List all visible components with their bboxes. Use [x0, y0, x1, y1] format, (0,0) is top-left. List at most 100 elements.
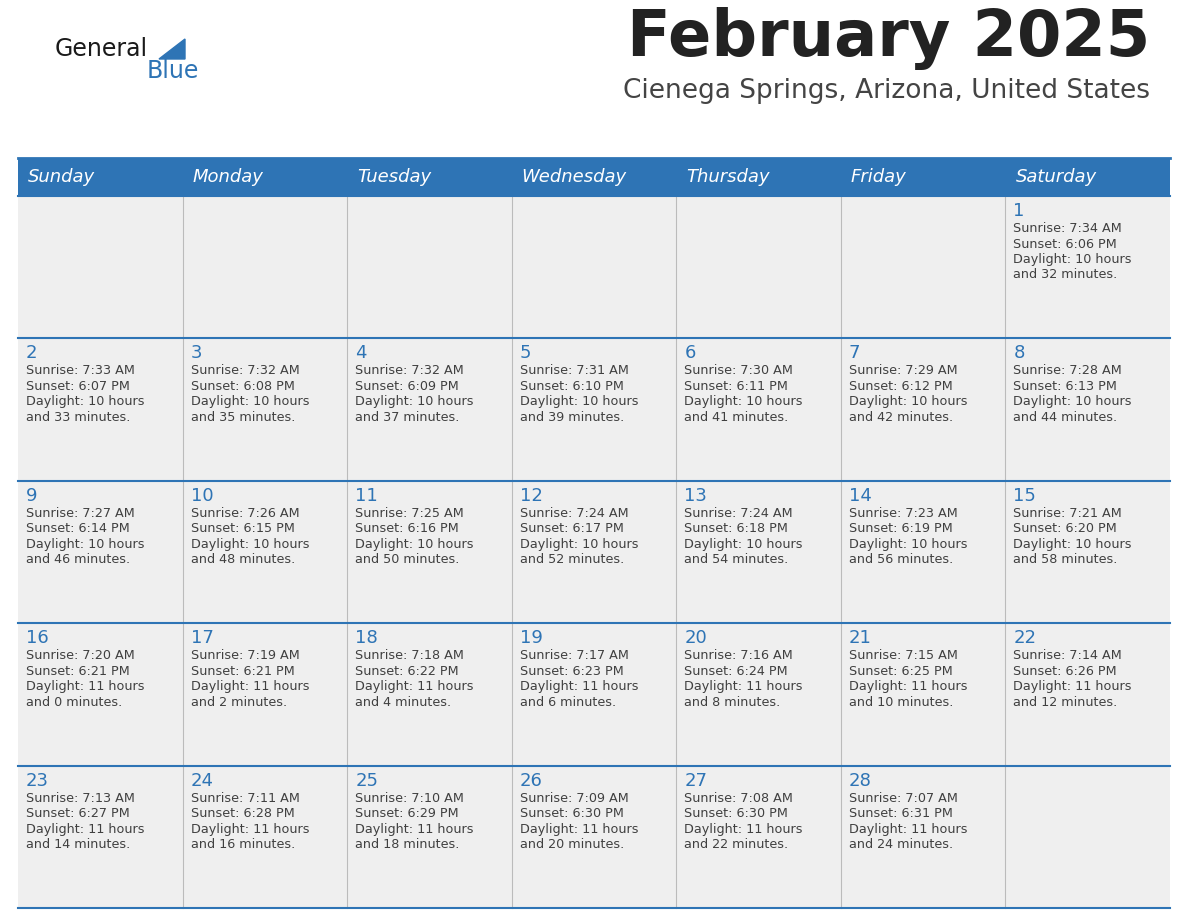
- Text: 10: 10: [190, 487, 213, 505]
- Text: 21: 21: [849, 629, 872, 647]
- Text: 13: 13: [684, 487, 707, 505]
- Text: Sunrise: 7:23 AM: Sunrise: 7:23 AM: [849, 507, 958, 520]
- Text: General: General: [55, 37, 148, 61]
- Text: 4: 4: [355, 344, 367, 363]
- Text: Daylight: 11 hours: Daylight: 11 hours: [355, 680, 474, 693]
- Text: and 12 minutes.: and 12 minutes.: [1013, 696, 1118, 709]
- Text: Sunset: 6:10 PM: Sunset: 6:10 PM: [519, 380, 624, 393]
- Text: Sunset: 6:14 PM: Sunset: 6:14 PM: [26, 522, 129, 535]
- Text: Sunrise: 7:14 AM: Sunrise: 7:14 AM: [1013, 649, 1123, 662]
- Text: Sunset: 6:08 PM: Sunset: 6:08 PM: [190, 380, 295, 393]
- Text: 1: 1: [1013, 202, 1025, 220]
- Text: Sunrise: 7:27 AM: Sunrise: 7:27 AM: [26, 507, 134, 520]
- Text: Sunrise: 7:29 AM: Sunrise: 7:29 AM: [849, 364, 958, 377]
- Text: Daylight: 10 hours: Daylight: 10 hours: [1013, 253, 1132, 266]
- Text: and 32 minutes.: and 32 minutes.: [1013, 268, 1118, 282]
- Text: 11: 11: [355, 487, 378, 505]
- Text: Daylight: 11 hours: Daylight: 11 hours: [355, 823, 474, 835]
- Text: and 10 minutes.: and 10 minutes.: [849, 696, 953, 709]
- Text: Sunrise: 7:25 AM: Sunrise: 7:25 AM: [355, 507, 463, 520]
- Text: Sunset: 6:12 PM: Sunset: 6:12 PM: [849, 380, 953, 393]
- Text: 17: 17: [190, 629, 214, 647]
- Text: Sunset: 6:31 PM: Sunset: 6:31 PM: [849, 807, 953, 820]
- Text: Friday: Friday: [851, 168, 906, 186]
- Text: Tuesday: Tuesday: [358, 168, 431, 186]
- Text: Daylight: 11 hours: Daylight: 11 hours: [849, 680, 967, 693]
- Text: and 39 minutes.: and 39 minutes.: [519, 411, 624, 424]
- Text: Sunset: 6:21 PM: Sunset: 6:21 PM: [26, 665, 129, 677]
- Text: Daylight: 11 hours: Daylight: 11 hours: [1013, 680, 1132, 693]
- Text: Sunrise: 7:24 AM: Sunrise: 7:24 AM: [519, 507, 628, 520]
- Text: Sunrise: 7:26 AM: Sunrise: 7:26 AM: [190, 507, 299, 520]
- Polygon shape: [159, 39, 185, 59]
- Text: Sunset: 6:30 PM: Sunset: 6:30 PM: [684, 807, 788, 820]
- Text: 20: 20: [684, 629, 707, 647]
- Text: Daylight: 11 hours: Daylight: 11 hours: [519, 680, 638, 693]
- Text: Sunset: 6:15 PM: Sunset: 6:15 PM: [190, 522, 295, 535]
- Text: Sunrise: 7:10 AM: Sunrise: 7:10 AM: [355, 791, 465, 804]
- Text: 28: 28: [849, 772, 872, 789]
- Text: Sunrise: 7:16 AM: Sunrise: 7:16 AM: [684, 649, 794, 662]
- Text: Daylight: 10 hours: Daylight: 10 hours: [355, 538, 474, 551]
- Text: Sunrise: 7:32 AM: Sunrise: 7:32 AM: [355, 364, 463, 377]
- Text: Daylight: 10 hours: Daylight: 10 hours: [1013, 538, 1132, 551]
- Text: Sunset: 6:13 PM: Sunset: 6:13 PM: [1013, 380, 1117, 393]
- Text: Sunrise: 7:18 AM: Sunrise: 7:18 AM: [355, 649, 465, 662]
- Text: Sunrise: 7:28 AM: Sunrise: 7:28 AM: [1013, 364, 1123, 377]
- Text: 3: 3: [190, 344, 202, 363]
- Text: Daylight: 10 hours: Daylight: 10 hours: [190, 538, 309, 551]
- Text: 14: 14: [849, 487, 872, 505]
- Text: 12: 12: [519, 487, 543, 505]
- Text: Sunset: 6:23 PM: Sunset: 6:23 PM: [519, 665, 624, 677]
- Text: Sunset: 6:22 PM: Sunset: 6:22 PM: [355, 665, 459, 677]
- Text: Daylight: 10 hours: Daylight: 10 hours: [519, 538, 638, 551]
- Text: Sunset: 6:25 PM: Sunset: 6:25 PM: [849, 665, 953, 677]
- Text: Sunset: 6:09 PM: Sunset: 6:09 PM: [355, 380, 459, 393]
- Text: Daylight: 10 hours: Daylight: 10 hours: [26, 538, 145, 551]
- Text: 2: 2: [26, 344, 38, 363]
- Text: Blue: Blue: [147, 59, 200, 83]
- Text: Sunrise: 7:30 AM: Sunrise: 7:30 AM: [684, 364, 794, 377]
- Text: Sunset: 6:28 PM: Sunset: 6:28 PM: [190, 807, 295, 820]
- Text: and 0 minutes.: and 0 minutes.: [26, 696, 122, 709]
- Text: 24: 24: [190, 772, 214, 789]
- Text: 27: 27: [684, 772, 707, 789]
- Text: Sunset: 6:19 PM: Sunset: 6:19 PM: [849, 522, 953, 535]
- Text: Daylight: 11 hours: Daylight: 11 hours: [190, 680, 309, 693]
- Text: Sunrise: 7:34 AM: Sunrise: 7:34 AM: [1013, 222, 1123, 235]
- Text: Sunrise: 7:32 AM: Sunrise: 7:32 AM: [190, 364, 299, 377]
- Text: Sunrise: 7:33 AM: Sunrise: 7:33 AM: [26, 364, 135, 377]
- Text: and 2 minutes.: and 2 minutes.: [190, 696, 286, 709]
- Text: 23: 23: [26, 772, 49, 789]
- Text: Sunrise: 7:24 AM: Sunrise: 7:24 AM: [684, 507, 792, 520]
- Text: Sunset: 6:30 PM: Sunset: 6:30 PM: [519, 807, 624, 820]
- Text: Daylight: 11 hours: Daylight: 11 hours: [684, 680, 803, 693]
- Bar: [18, 481, 1170, 623]
- Text: Daylight: 11 hours: Daylight: 11 hours: [519, 823, 638, 835]
- Text: and 18 minutes.: and 18 minutes.: [355, 838, 460, 851]
- Text: Sunrise: 7:17 AM: Sunrise: 7:17 AM: [519, 649, 628, 662]
- Bar: [18, 623, 1170, 766]
- Text: and 24 minutes.: and 24 minutes.: [849, 838, 953, 851]
- Text: and 4 minutes.: and 4 minutes.: [355, 696, 451, 709]
- Text: Daylight: 10 hours: Daylight: 10 hours: [355, 396, 474, 409]
- Text: 15: 15: [1013, 487, 1036, 505]
- Text: 18: 18: [355, 629, 378, 647]
- Text: Sunset: 6:11 PM: Sunset: 6:11 PM: [684, 380, 788, 393]
- Text: Sunday: Sunday: [29, 168, 95, 186]
- Text: Daylight: 10 hours: Daylight: 10 hours: [519, 396, 638, 409]
- Text: and 48 minutes.: and 48 minutes.: [190, 554, 295, 566]
- Text: and 22 minutes.: and 22 minutes.: [684, 838, 789, 851]
- Text: 25: 25: [355, 772, 378, 789]
- Text: and 42 minutes.: and 42 minutes.: [849, 411, 953, 424]
- Text: Sunset: 6:18 PM: Sunset: 6:18 PM: [684, 522, 788, 535]
- Text: Daylight: 10 hours: Daylight: 10 hours: [849, 538, 967, 551]
- Text: 9: 9: [26, 487, 38, 505]
- Text: 8: 8: [1013, 344, 1025, 363]
- Text: Sunrise: 7:07 AM: Sunrise: 7:07 AM: [849, 791, 958, 804]
- Text: 26: 26: [519, 772, 543, 789]
- Text: Thursday: Thursday: [687, 168, 770, 186]
- Text: and 35 minutes.: and 35 minutes.: [190, 411, 295, 424]
- Text: February 2025: February 2025: [627, 7, 1150, 70]
- Text: and 58 minutes.: and 58 minutes.: [1013, 554, 1118, 566]
